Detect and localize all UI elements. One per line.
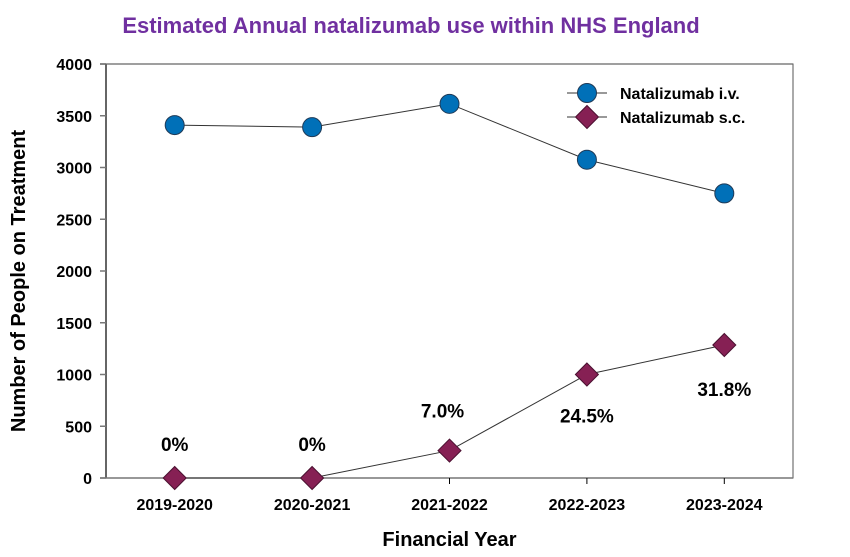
- chart-title: Estimated Annual natalizumab use within …: [122, 13, 699, 38]
- legend-label: Natalizumab s.c.: [620, 110, 745, 127]
- x-axis-title: Financial Year: [382, 529, 516, 551]
- x-axis-ticks: 2019-2020 2020-2021 2021-2022 2022-2023 2023…: [136, 478, 763, 514]
- data-labels: 0% 0% 7.0% 24.5% 31.8%: [161, 380, 751, 456]
- data-point-sc: [162, 465, 187, 491]
- data-point-sc: [712, 332, 737, 358]
- legend-label: Natalizumab i.v.: [620, 86, 740, 103]
- y-tick-label: 2000: [56, 264, 92, 281]
- x-tick-label: 2021-2022: [411, 497, 488, 514]
- legend: Natalizumab i.v. Natalizumab s.c.: [567, 83, 745, 130]
- x-tick-label: 2019-2020: [136, 497, 213, 514]
- data-point-sc: [299, 465, 325, 491]
- data-point-sc: [574, 362, 600, 387]
- data-point-iv: [714, 183, 735, 204]
- y-axis-title: Number of People on Treatment: [8, 130, 30, 433]
- y-tick-label: 3500: [56, 109, 92, 126]
- y-tick-label: 2500: [56, 212, 92, 229]
- data-label: 7.0%: [421, 402, 464, 423]
- data-point-sc: [437, 438, 462, 463]
- legend-marker-circle-icon: [577, 83, 597, 103]
- data-point-iv: [576, 149, 597, 170]
- x-tick-label: 2020-2021: [274, 497, 351, 514]
- y-tick-label: 1000: [56, 368, 92, 385]
- data-label: 24.5%: [560, 407, 614, 428]
- data-label: 31.8%: [697, 380, 751, 401]
- data-label: 0%: [298, 435, 326, 456]
- data-point-iv: [439, 93, 460, 114]
- data-point-iv: [164, 115, 185, 136]
- legend-marker-diamond-icon: [574, 104, 600, 130]
- y-tick-label: 1500: [56, 316, 92, 333]
- y-tick-label: 3000: [56, 161, 92, 178]
- y-tick-label: 500: [65, 419, 92, 436]
- data-point-iv: [302, 117, 323, 138]
- series-layer: [162, 93, 737, 491]
- y-tick-label: 0: [83, 471, 92, 488]
- x-tick-label: 2023-2024: [686, 497, 763, 514]
- x-tick-label: 2022-2023: [549, 497, 626, 514]
- y-axis-ticks: 0 500 1000 1500 2000 2500 3000 3500 4000: [56, 57, 793, 488]
- data-label: 0%: [161, 435, 189, 456]
- y-tick-label: 4000: [56, 57, 92, 74]
